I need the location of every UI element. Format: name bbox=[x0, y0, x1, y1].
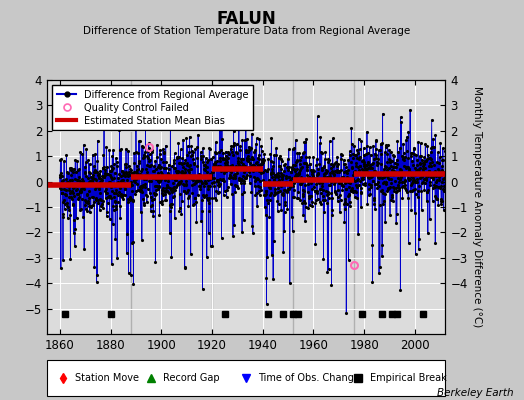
Legend: Difference from Regional Average, Quality Control Failed, Estimated Station Mean: Difference from Regional Average, Qualit… bbox=[52, 85, 254, 130]
Text: Empirical Break: Empirical Break bbox=[370, 373, 446, 383]
Text: Time of Obs. Change: Time of Obs. Change bbox=[258, 373, 360, 383]
Text: Berkeley Earth: Berkeley Earth bbox=[437, 388, 514, 398]
Text: Station Move: Station Move bbox=[75, 373, 139, 383]
Y-axis label: Monthly Temperature Anomaly Difference (°C): Monthly Temperature Anomaly Difference (… bbox=[472, 86, 482, 328]
Text: Record Gap: Record Gap bbox=[162, 373, 219, 383]
Text: FALUN: FALUN bbox=[216, 10, 276, 28]
Text: Difference of Station Temperature Data from Regional Average: Difference of Station Temperature Data f… bbox=[83, 26, 410, 36]
